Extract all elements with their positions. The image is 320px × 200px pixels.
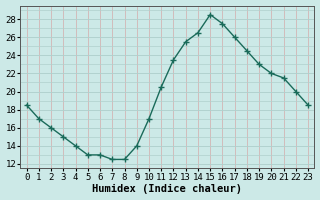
X-axis label: Humidex (Indice chaleur): Humidex (Indice chaleur) xyxy=(92,184,242,194)
